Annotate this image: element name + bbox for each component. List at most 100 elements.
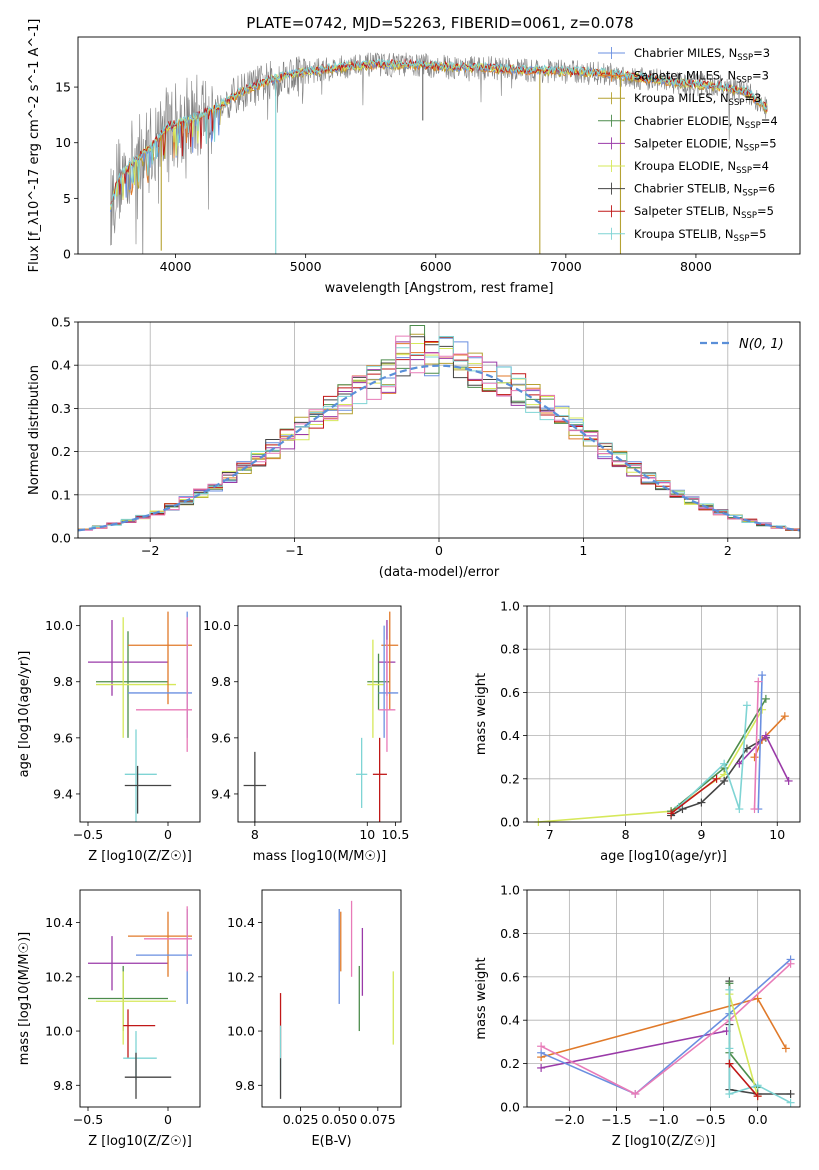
- y-axis-label: Normed distribution: [27, 365, 42, 495]
- x-tick-label: 0: [435, 543, 443, 558]
- x-tick-label: 0: [164, 827, 172, 842]
- x-tick-label: 2: [724, 543, 732, 558]
- mass_weight_vs_Z-panel: −2.0 −1.5 −1.0 −0.5 0.0 0.0 0.2 0.4 0.6 0.8 1.0 Z […: [474, 883, 801, 1149]
- x-tick-label: 8: [251, 827, 259, 842]
- x-tick-label: −0.5: [695, 1112, 725, 1127]
- y-tick-label: 9.8: [235, 1078, 255, 1093]
- axes-frame: [526, 889, 801, 1108]
- weight-series-line: [757, 675, 763, 810]
- x-tick-label: −0.5: [73, 827, 103, 842]
- x-tick-label: 0: [164, 1112, 172, 1127]
- y-tick-label: 10: [55, 135, 71, 150]
- axes-frame: [77, 36, 801, 255]
- y-tick-label: 0.4: [51, 358, 71, 373]
- x-tick-label: 10: [769, 827, 785, 842]
- y-tick-label: 10.2: [227, 969, 255, 984]
- normal-curve: [78, 364, 800, 532]
- y-tick-label: 0.8: [500, 926, 520, 941]
- y-axis-label: mass [log10(M/M☉)]: [17, 932, 32, 1065]
- y-axis-label: age [log10(age/yr)]: [17, 651, 32, 778]
- x-tick-label: −1.5: [601, 1112, 631, 1127]
- legend-label: Chabrier STELIB, NSSP=6: [634, 182, 775, 199]
- y-tick-label: 0: [63, 247, 71, 262]
- axes-frame: [261, 889, 402, 1108]
- x-tick-label: 4000: [160, 259, 192, 274]
- y-tick-label: 9.4: [211, 786, 231, 801]
- y-tick-label: 9.8: [53, 674, 73, 689]
- x-tick-label: 0.075: [360, 1112, 396, 1127]
- y-tick-label: 9.6: [53, 730, 73, 745]
- y-tick-label: 0.3: [51, 401, 71, 416]
- weight-series-line: [728, 1063, 759, 1097]
- age_vs_mass-panel: 8 10 10.5 9.4 9.6 9.8 10.0 mass [log10(M/M☉)]: [203, 605, 409, 864]
- x-axis-label: wavelength [Angstrom, rest frame]: [325, 281, 554, 296]
- x-axis-label: Z [log10(Z/Z☉)]: [612, 1134, 716, 1149]
- y-tick-label: 0.2: [51, 444, 71, 459]
- y-tick-label: 9.4: [53, 786, 73, 801]
- x-axis-label: Z [log10(Z/Z☉)]: [88, 849, 192, 864]
- weight-series-line: [738, 734, 790, 782]
- y-tick-label: 0.0: [51, 531, 71, 546]
- legend-label: Salpeter ELODIE, NSSP=5: [634, 136, 777, 153]
- y-tick-label: 0.5: [51, 315, 71, 330]
- x-tick-label: 7: [546, 827, 554, 842]
- errorbars: [88, 906, 192, 1099]
- spectrum-model-line: [110, 58, 768, 207]
- weight-series-line: [728, 993, 759, 1097]
- x-tick-label: −2: [141, 543, 159, 558]
- y-tick-label: 10.0: [227, 1024, 255, 1039]
- legend-label: Chabrier ELODIE, NSSP=4: [634, 114, 778, 131]
- y-tick-label: 15: [55, 80, 71, 95]
- weight-series-line: [670, 698, 767, 812]
- age_vs_Z-panel: −0.5 0 9.4 9.6 9.8 10.0 Z [log10(Z/Z☉)] age [lo…: [17, 605, 201, 864]
- y-tick-label: 0.0: [500, 1100, 520, 1115]
- spectrum-legend: Chabrier MILES, NSSP=3 Salpeter MILES, NS…: [598, 46, 778, 244]
- y-tick-label: 0.4: [500, 728, 520, 743]
- weight-series-line: [670, 737, 767, 817]
- x-tick-label: 8: [622, 827, 630, 842]
- x-tick-label: 0.025: [283, 1112, 319, 1127]
- y-tick-label: 10.0: [203, 618, 231, 633]
- y-tick-label: 0.6: [500, 969, 520, 984]
- weight-series-line: [678, 705, 748, 810]
- x-axis-label: age [log10(age/yr)]: [600, 849, 727, 864]
- y-tick-label: 0.2: [500, 1056, 520, 1071]
- histogram-panel: −2 −1 0 1 2 0.0 0.1 0.2 0.3 0.4 0.5 (data-model)/er…: [27, 315, 801, 580]
- x-axis-label: (data-model)/error: [379, 565, 500, 580]
- errorbars: [243, 611, 399, 822]
- y-tick-label: 0.2: [500, 771, 520, 786]
- axes-frame: [79, 889, 201, 1108]
- legend-label: N(0, 1): [739, 337, 784, 352]
- axes-frame: [237, 605, 402, 823]
- x-axis-label: E(B-V): [311, 1134, 351, 1149]
- x-tick-label: 1: [579, 543, 587, 558]
- y-axis-label: mass weight: [474, 673, 489, 755]
- x-tick-label: −0.5: [73, 1112, 103, 1127]
- x-tick-label: 5000: [290, 259, 322, 274]
- histogram-steps: [78, 324, 800, 533]
- legend-label: Kroupa ELODIE, NSSP=4: [634, 159, 769, 176]
- y-tick-label: 1.0: [500, 599, 520, 614]
- x-tick-label: 6000: [420, 259, 452, 274]
- y-tick-label: 0.8: [500, 642, 520, 657]
- spectrum-panel: 4000 5000 6000 7000 8000 0 5 10 15 wavelength [An…: [27, 19, 801, 296]
- x-tick-label: 7000: [550, 259, 582, 274]
- x-tick-label: 10: [359, 827, 375, 842]
- spectrum-lines: [110, 52, 768, 254]
- legend-label: Salpeter MILES, NSSP=3: [634, 69, 769, 86]
- x-axis-label: Z [log10(Z/Z☉)]: [88, 1134, 192, 1149]
- y-tick-label: 9.8: [53, 1078, 73, 1093]
- legend-label: Chabrier MILES, NSSP=3: [634, 46, 770, 63]
- y-tick-label: 10.0: [45, 1024, 73, 1039]
- weight-series-line: [540, 963, 792, 1095]
- y-tick-label: 9.8: [211, 674, 231, 689]
- y-tick-label: 1.0: [500, 883, 520, 898]
- x-axis-label: mass [log10(M/M☉)]: [253, 849, 386, 864]
- mass_weight_vs_age-panel: 7 8 9 10 0.0 0.2 0.4 0.6 0.8 1.0 age [log10(age/yr…: [474, 599, 801, 864]
- y-tick-label: 10.2: [45, 969, 73, 984]
- x-tick-label: 9: [697, 827, 705, 842]
- y-tick-label: 0.4: [500, 1013, 520, 1028]
- errorbars: [279, 900, 394, 1099]
- axes-frame: [79, 605, 201, 823]
